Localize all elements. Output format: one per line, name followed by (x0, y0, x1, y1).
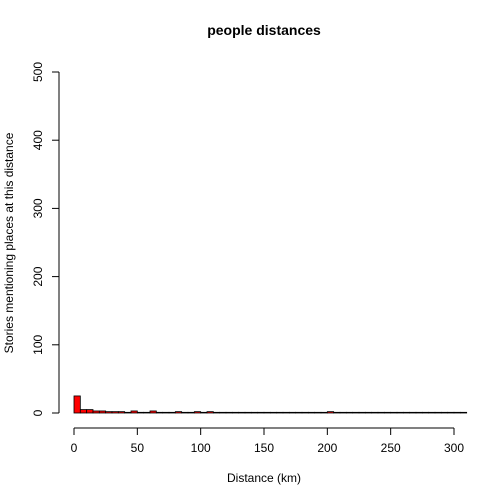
histogram-bar (288, 411, 297, 414)
histogram-bar (440, 411, 449, 414)
y-axis-label: Stories mentioning places at this distan… (2, 132, 16, 353)
histogram-bar (396, 411, 404, 414)
x-tick-label: 50 (131, 441, 145, 455)
histogram-bar (79, 409, 88, 414)
histogram-bar (117, 411, 126, 414)
y-axis: 0 100 200 300 400 500 (31, 62, 60, 416)
histogram-bar (352, 411, 360, 414)
x-axis: 0 50 100 150 200 250 300 (71, 427, 464, 455)
histogram-bar (86, 409, 94, 414)
histogram-bar (434, 411, 442, 414)
histogram-bar (257, 411, 265, 414)
histogram-bar (92, 410, 100, 414)
histogram-bar (111, 411, 119, 414)
histogram-bar (263, 411, 271, 414)
histogram-bar (320, 411, 328, 414)
histogram-bar (155, 411, 164, 414)
histogram-bar (326, 411, 335, 414)
histogram-bar (377, 411, 385, 414)
y-tick-label: 100 (31, 334, 45, 354)
histogram-bar (459, 411, 468, 414)
histogram-bar (364, 411, 373, 414)
histogram-bar (238, 411, 246, 414)
x-tick-label: 300 (444, 441, 464, 455)
x-tick-label: 200 (317, 441, 337, 455)
histogram-bar (174, 411, 183, 414)
histogram-bar (358, 411, 366, 414)
x-tick-label: 250 (381, 441, 401, 455)
histogram-bar (453, 411, 461, 414)
histogram-bar (98, 410, 107, 414)
histogram-bar (168, 411, 176, 414)
histogram-bar (136, 411, 145, 414)
histogram-bar (105, 411, 113, 414)
x-tick-label: 150 (254, 441, 274, 455)
histogram-bar (314, 411, 322, 414)
histogram-bar (409, 411, 417, 414)
histogram-bar (206, 411, 214, 414)
histogram-bar (149, 410, 157, 414)
histogram-bar (295, 411, 303, 414)
histogram-bar (143, 411, 151, 414)
histogram-bar (225, 411, 233, 414)
histogram-bar (301, 411, 309, 414)
histogram-bar (269, 411, 278, 414)
histogram-bar (231, 411, 240, 414)
histogram-bar (428, 411, 436, 414)
histogram-bar (383, 411, 392, 414)
histogram-bar (124, 411, 132, 414)
x-axis-label: Distance (km) (227, 471, 301, 485)
histogram-bar (276, 411, 284, 414)
histogram-bar (244, 411, 252, 414)
histogram-bar (193, 411, 202, 414)
y-tick-label: 0 (31, 409, 45, 416)
bars-group (73, 395, 468, 414)
histogram-bar (415, 411, 423, 414)
y-tick-label: 200 (31, 266, 45, 286)
histogram-bar (250, 411, 259, 414)
histogram-bar (307, 411, 316, 414)
x-tick-label: 0 (71, 441, 78, 455)
histogram-bar (212, 411, 221, 414)
histogram-bar (200, 411, 208, 414)
histogram-bar (447, 411, 455, 414)
y-tick-label: 500 (31, 62, 45, 82)
histogram-bar (390, 411, 398, 414)
histogram-bar (73, 395, 81, 414)
x-tick-label: 100 (191, 441, 211, 455)
histogram-bar (130, 410, 138, 414)
y-tick-label: 300 (31, 198, 45, 218)
histogram-bar (333, 411, 341, 414)
histogram-bar (402, 411, 411, 414)
y-tick-label: 400 (31, 130, 45, 150)
histogram-bar (219, 411, 227, 414)
histogram-bar (181, 411, 189, 414)
histogram-bar (371, 411, 379, 414)
histogram-bar (282, 411, 290, 414)
histogram-bar (162, 411, 170, 414)
histogram-bar (345, 411, 354, 414)
histogram-bar (421, 411, 430, 414)
histogram-bar (339, 411, 347, 414)
histogram-bar (187, 411, 195, 414)
chart-title: people distances (207, 22, 321, 38)
